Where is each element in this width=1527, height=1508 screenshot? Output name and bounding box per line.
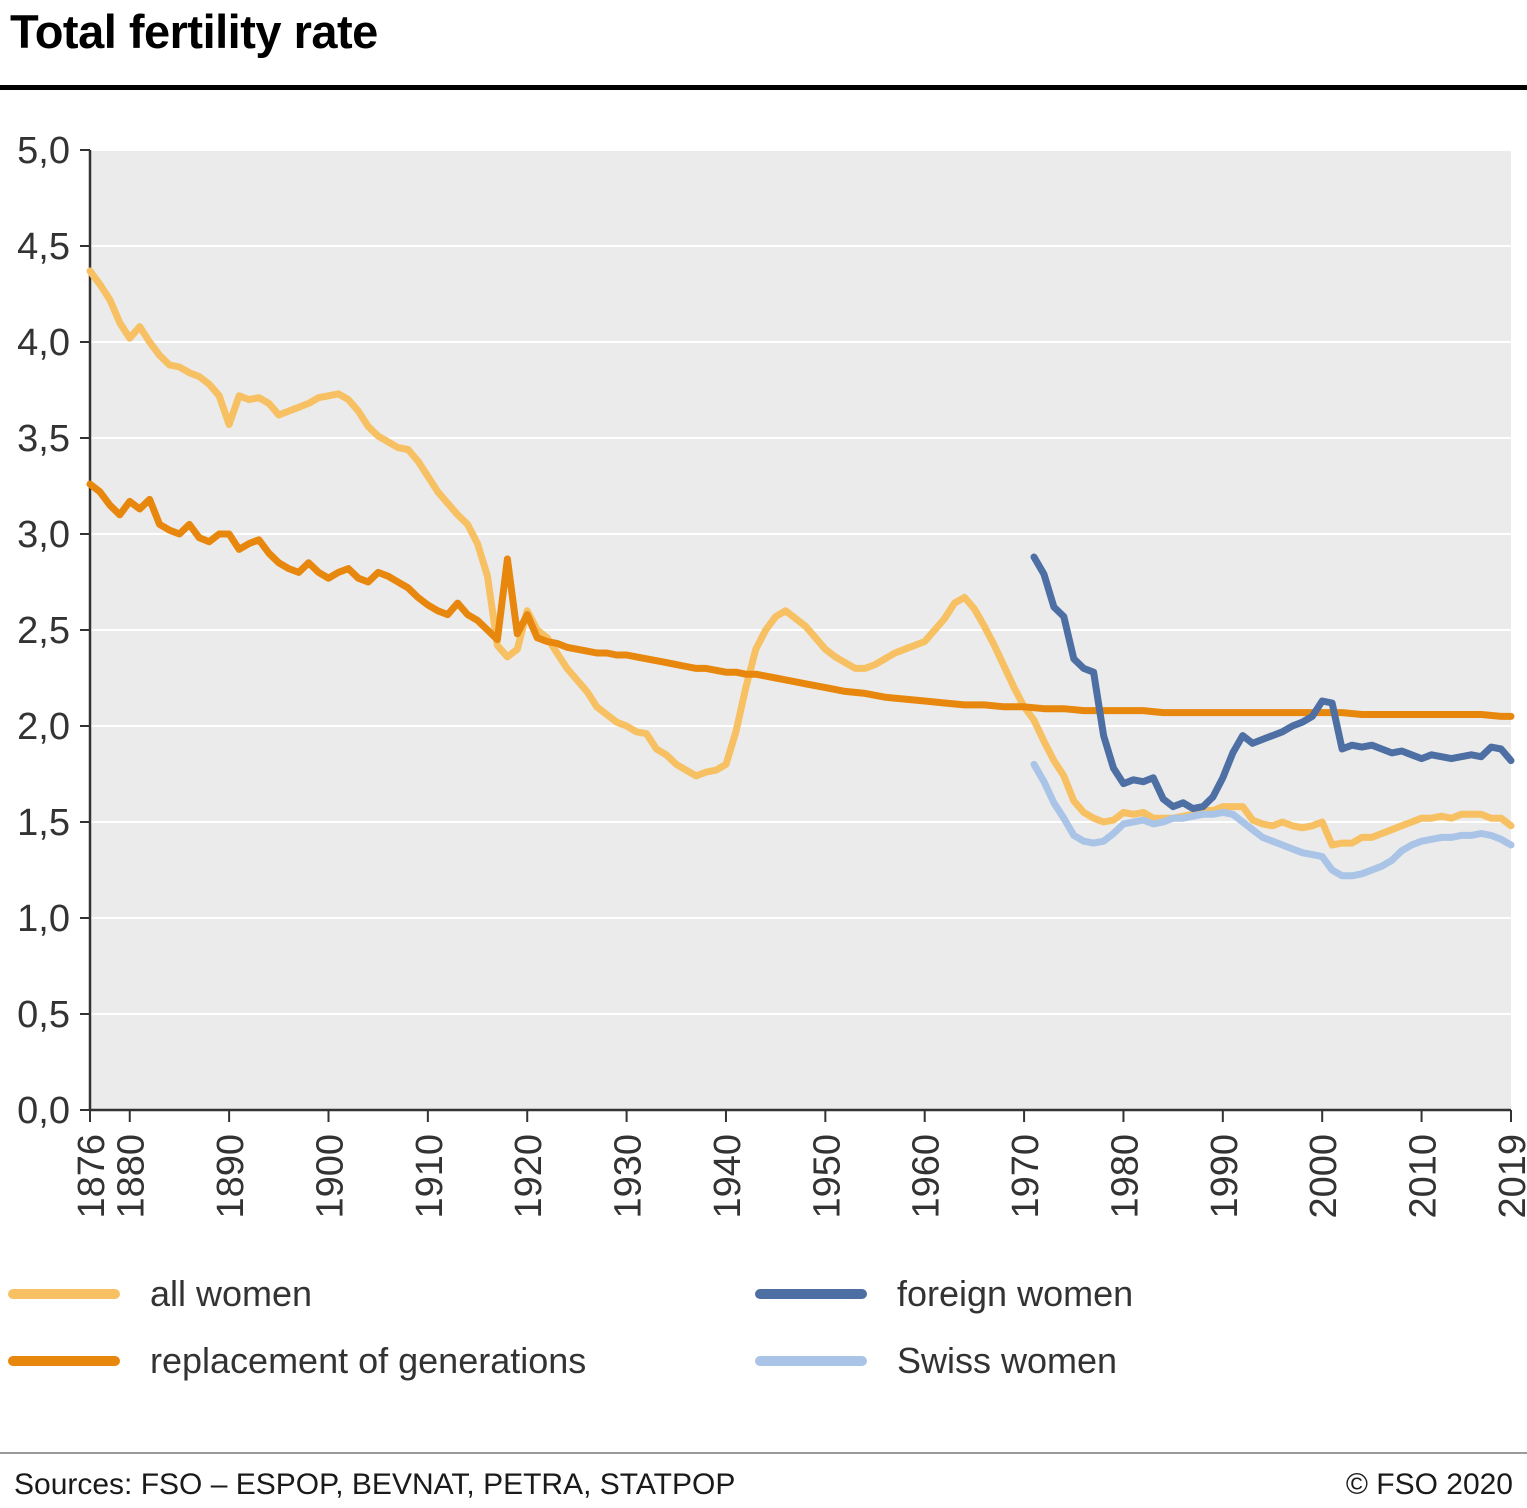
x-axis-label: 1970 bbox=[1005, 1134, 1047, 1219]
legend-swatch-replacement-of-generations bbox=[8, 1355, 120, 1366]
x-axis-label: 1940 bbox=[707, 1134, 749, 1219]
x-axis-label: 1960 bbox=[906, 1134, 948, 1219]
y-axis-label: 3,0 bbox=[17, 514, 70, 556]
y-axis-label: 0,0 bbox=[17, 1090, 70, 1132]
legend-column-right: foreign women Swiss women bbox=[755, 1260, 1133, 1394]
x-axis-label: 2010 bbox=[1403, 1134, 1445, 1219]
y-axis-label: 4,0 bbox=[17, 322, 70, 364]
x-axis-label: 1890 bbox=[210, 1134, 252, 1219]
x-axis-label: 1876 bbox=[71, 1134, 113, 1219]
fertility-rate-chart: 0,0 0,5 1,0 1,5 2,0 2,5 3,0 3,5 4,0 4,5 5,0 1876188… bbox=[17, 130, 1527, 1219]
legend-swatch-foreign-women bbox=[755, 1288, 867, 1299]
legend-label-all-women: all women bbox=[150, 1272, 313, 1314]
legend-item-all-women: all women bbox=[8, 1260, 586, 1327]
x-axis-label: 1950 bbox=[806, 1134, 848, 1219]
series-swiss-women bbox=[1030, 760, 1515, 880]
series-all-women bbox=[86, 267, 1515, 849]
legend-item-replacement-of-generations: replacement of generations bbox=[8, 1327, 586, 1394]
y-axis-label: 2,5 bbox=[17, 610, 70, 652]
footer: Sources: FSO – ESPOP, BEVNAT, PETRA, STA… bbox=[0, 1468, 1527, 1502]
y-axis-label: 0,5 bbox=[17, 994, 70, 1036]
legend-swatch-swiss-women bbox=[755, 1355, 867, 1366]
y-axis-label: 5,0 bbox=[17, 130, 70, 172]
y-axis-label: 2,0 bbox=[17, 706, 70, 748]
x-axis-label: 2019 bbox=[1492, 1134, 1527, 1219]
title-divider bbox=[0, 85, 1527, 90]
y-axis-label: 1,5 bbox=[17, 802, 70, 844]
x-axis-label: 2000 bbox=[1303, 1134, 1345, 1219]
x-axis-label: 1930 bbox=[608, 1134, 650, 1219]
legend-label-foreign-women: foreign women bbox=[897, 1272, 1134, 1314]
legend-label-replacement-of-generations: replacement of generations bbox=[150, 1339, 587, 1381]
x-axis-label: 1990 bbox=[1204, 1134, 1246, 1219]
y-axis-label: 4,5 bbox=[17, 226, 70, 268]
sources-text: Sources: FSO – ESPOP, BEVNAT, PETRA, STA… bbox=[14, 1468, 736, 1501]
legend-column-left: all women replacement of generations bbox=[8, 1260, 586, 1394]
y-axis-label: 3,5 bbox=[17, 418, 70, 460]
series-replacement-of-generations bbox=[86, 480, 1515, 720]
legend-swatch-all-women bbox=[8, 1288, 120, 1299]
footer-divider bbox=[0, 1452, 1527, 1454]
series-foreign-women bbox=[1030, 553, 1515, 813]
x-axis-label: 1880 bbox=[111, 1134, 153, 1219]
chart-legend: all women replacement of generations for… bbox=[0, 1260, 1527, 1410]
x-axis-label: 1920 bbox=[508, 1134, 550, 1219]
legend-item-swiss-women: Swiss women bbox=[755, 1327, 1133, 1394]
x-axis-label: 1980 bbox=[1104, 1134, 1146, 1219]
x-axis-label: 1910 bbox=[409, 1134, 451, 1219]
x-axis-label: 1900 bbox=[309, 1134, 351, 1219]
legend-label-swiss-women: Swiss women bbox=[897, 1339, 1118, 1381]
copyright-text: © FSO 2020 bbox=[1345, 1468, 1513, 1501]
legend-item-foreign-women: foreign women bbox=[755, 1260, 1133, 1327]
y-axis-label: 1,0 bbox=[17, 898, 70, 940]
page-title: Total fertility rate bbox=[10, 5, 378, 58]
